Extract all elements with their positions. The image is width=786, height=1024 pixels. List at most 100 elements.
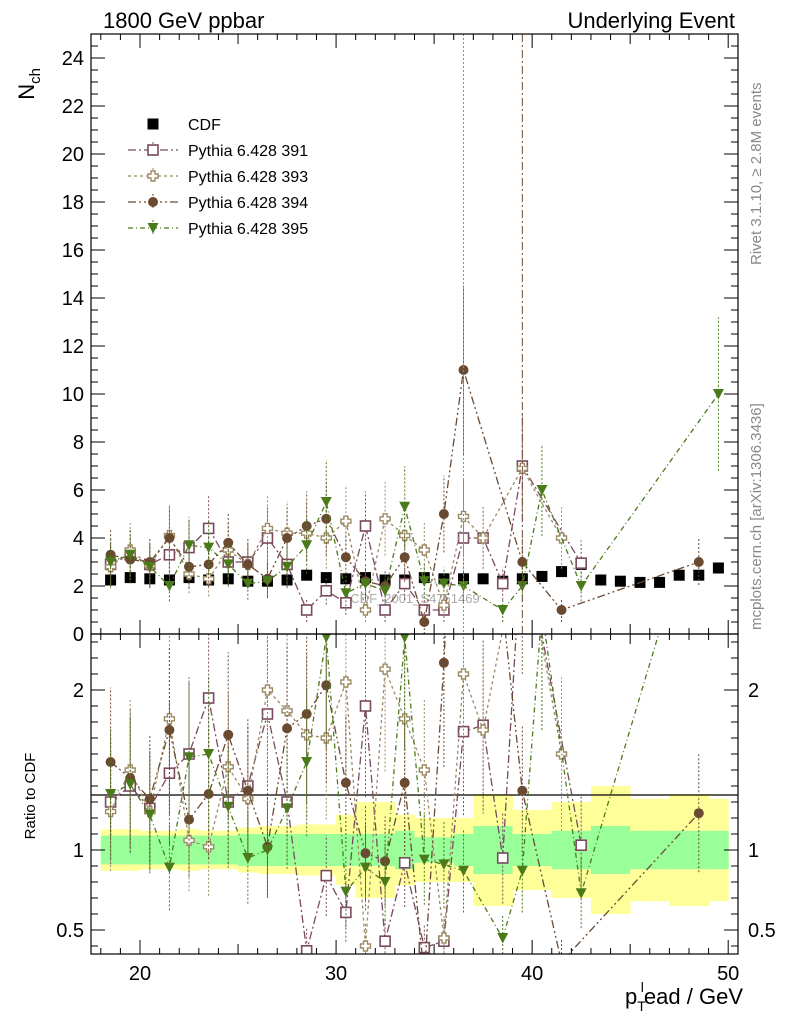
data-point-cdf	[320, 572, 332, 584]
data-point-p391	[398, 577, 411, 590]
ratio-point-p395	[124, 779, 136, 790]
ratio-point-p395	[516, 865, 528, 877]
ratio-point-p395	[418, 854, 430, 866]
data-point-p394	[184, 561, 195, 572]
data-point-p391	[575, 557, 587, 570]
ratio-point-p395	[438, 859, 450, 870]
data-point-p394	[242, 559, 253, 570]
data-point-p393	[555, 532, 568, 544]
ratio-point-p393	[477, 724, 489, 736]
ratio-point-p395	[261, 845, 273, 856]
main-y-axis-label-sub: ch	[27, 68, 44, 84]
data-point-p394	[340, 552, 351, 563]
data-point-p394	[203, 559, 214, 570]
ratio-point-p393	[281, 705, 293, 717]
ratio-point-p395	[379, 877, 391, 888]
series-line-p394	[110, 369, 700, 623]
series-line-p393	[110, 467, 563, 611]
data-point-p395	[575, 581, 587, 592]
y-tick-label: 4	[73, 528, 84, 550]
ratio-point-p391	[300, 944, 313, 954]
data-point-p391	[340, 596, 352, 609]
data-point-p393	[340, 515, 352, 527]
ratio-point-p391	[320, 869, 333, 882]
y-tick-label: 6	[73, 480, 84, 502]
data-point-p395	[144, 561, 156, 573]
ratio-plot-series	[104, 605, 704, 954]
data-point-p394	[223, 537, 234, 548]
data-point-cdf	[673, 569, 685, 581]
ratio-point-p394	[399, 777, 410, 788]
band-inner-bin	[296, 834, 317, 866]
band-inner-bin	[688, 830, 710, 870]
legend-marker-p391	[147, 144, 159, 156]
ratio-point-p391	[496, 852, 509, 864]
data-point-p395	[222, 559, 234, 570]
ratio-point-p395	[340, 886, 352, 898]
ratio-point-p394	[380, 856, 391, 867]
band-inner-bin	[630, 830, 651, 870]
data-point-p391	[496, 577, 509, 590]
x-axis-label: pTlead / GeV	[625, 979, 743, 1014]
y-tick-label: 2	[73, 576, 84, 598]
ratio-line-p393	[110, 634, 563, 947]
data-point-p394	[556, 605, 567, 615]
band-inner-bin	[120, 835, 141, 865]
ratio-point-p394	[282, 723, 293, 734]
legend-marker-p393	[147, 170, 159, 182]
legend: CDF Pythia 6.428 391 Pythia 6.428 393 Pythi…	[128, 117, 308, 238]
ratio-point-p395	[281, 803, 293, 814]
x-axis-label-main: p	[625, 984, 637, 1009]
y-tick-label: 14	[62, 288, 84, 310]
band-inner-bin	[590, 826, 612, 874]
ratio-point-p395	[359, 862, 371, 874]
data-point-p393	[477, 532, 489, 544]
data-point-p395	[399, 501, 411, 513]
ratio-point-p391	[379, 935, 391, 948]
ratio-point-p395	[163, 862, 175, 874]
band-inner-bin	[669, 830, 690, 870]
ratio-point-p395	[183, 752, 195, 763]
data-point-p395	[124, 549, 136, 561]
ratio-point-p395	[575, 888, 587, 899]
ratio-point-p395	[400, 634, 410, 643]
ratio-point-p394	[438, 657, 449, 668]
ratio-point-p391	[359, 700, 372, 712]
y-tick-label: 8	[73, 432, 84, 454]
ratio-line-p395	[110, 634, 660, 940]
main-y-axis-label-main: N	[14, 84, 39, 100]
ratio-point-p395	[536, 605, 547, 616]
band-inner-bin	[532, 834, 553, 866]
ratio-point-p394	[517, 785, 528, 796]
legend-marker-p395	[147, 223, 159, 234]
data-point-p395	[242, 578, 254, 590]
ratio-point-p391	[398, 856, 411, 869]
ratio-point-p395	[222, 801, 234, 813]
y-tick-label: 12	[62, 336, 84, 358]
ratio-point-p391	[418, 941, 431, 954]
data-point-p393	[261, 522, 274, 535]
data-point-p393	[398, 529, 411, 542]
data-point-cdf	[340, 573, 352, 585]
data-point-p394	[419, 617, 430, 627]
band-inner-bin	[473, 826, 494, 874]
data-point-p394	[693, 557, 704, 567]
ratio-point-p394	[321, 680, 332, 691]
ratio-y-tick-label-right: 2	[748, 680, 759, 702]
ratio-point-p393	[418, 764, 431, 776]
data-point-cdf	[536, 570, 548, 582]
band-inner-bin	[708, 830, 729, 870]
x-axis-label-sup: l	[641, 979, 644, 995]
x-axis-label-sub: T	[637, 998, 646, 1014]
header-left-title: 1800 GeV ppbar	[103, 8, 264, 33]
data-point-p393	[202, 573, 215, 585]
data-point-p395	[497, 605, 509, 616]
data-point-p394	[399, 552, 410, 563]
ratio-point-p395	[105, 789, 117, 800]
main-plot-series	[104, 34, 724, 634]
data-point-p395	[516, 581, 528, 592]
ratio-point-p394	[144, 793, 155, 804]
main-y-axis-label: Nch	[14, 68, 44, 100]
